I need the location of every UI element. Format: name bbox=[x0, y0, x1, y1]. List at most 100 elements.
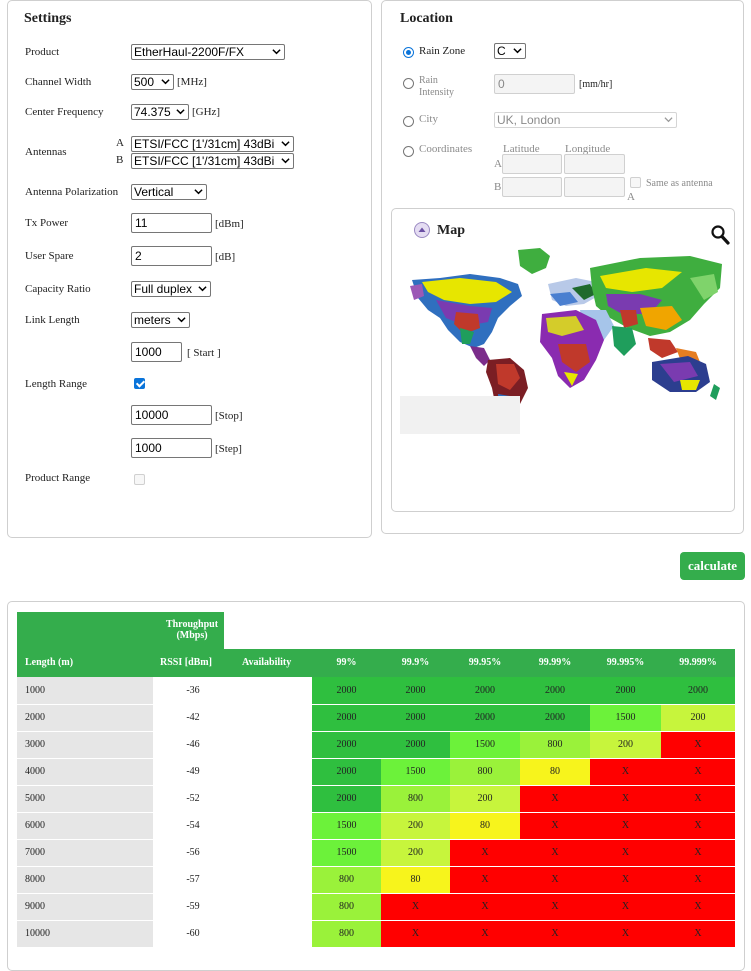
throughput-cell: 800 bbox=[520, 731, 590, 759]
throughput-cell: 2000 bbox=[312, 704, 381, 732]
channel-width-select[interactable]: 500 bbox=[131, 74, 174, 90]
throughput-cell: X bbox=[381, 893, 450, 921]
center-frequency-label: Center Frequency bbox=[25, 106, 104, 118]
length-cell: 5000 bbox=[17, 785, 153, 813]
availability-spacer-cell bbox=[233, 839, 312, 867]
latitude-a-input[interactable] bbox=[502, 154, 562, 174]
availability-spacer-cell bbox=[233, 758, 312, 786]
antenna-a-value: ETSI/FCC [1'/31cm] 43dBi bbox=[134, 137, 275, 151]
throughput-cell: 2000 bbox=[450, 677, 520, 705]
table-row: 4000 -49 2000 1500 800 80 X X bbox=[17, 758, 735, 786]
length-range-label: Length Range bbox=[25, 378, 88, 390]
availability-col-header: 99.9% bbox=[401, 657, 430, 668]
throughput-cell: 80 bbox=[381, 866, 450, 894]
throughput-cell: X bbox=[590, 866, 661, 894]
table-row: 10000 -60 800 X X X X X bbox=[17, 920, 735, 948]
longitude-a-input[interactable] bbox=[564, 154, 625, 174]
product-range-checkbox[interactable] bbox=[134, 474, 145, 485]
chevron-down-icon bbox=[281, 141, 290, 147]
stop-length-label: [Stop] bbox=[215, 410, 243, 422]
coordinates-radio[interactable] bbox=[403, 146, 414, 157]
availability-spacer-cell bbox=[233, 812, 312, 840]
availability-col-header: 99.99% bbox=[538, 657, 572, 668]
throughput-cell: 800 bbox=[381, 785, 450, 813]
zoom-magnifier-icon[interactable] bbox=[710, 224, 730, 246]
calculate-button[interactable]: calculate bbox=[680, 552, 745, 580]
tx-power-input[interactable] bbox=[131, 213, 212, 233]
capacity-ratio-label: Capacity Ratio bbox=[25, 283, 91, 295]
longitude-b-input[interactable] bbox=[564, 177, 625, 197]
availability-spacer-cell bbox=[233, 785, 312, 813]
throughput-cell: 2000 bbox=[520, 704, 590, 732]
chevron-down-icon bbox=[664, 117, 673, 123]
throughput-cell: X bbox=[520, 893, 590, 921]
polarization-value: Vertical bbox=[134, 185, 174, 199]
rain-zone-radio[interactable] bbox=[403, 47, 414, 58]
start-length-input[interactable] bbox=[131, 342, 182, 362]
capacity-ratio-select[interactable]: Full duplex bbox=[131, 281, 211, 297]
product-range-label: Product Range bbox=[25, 472, 91, 484]
channel-width-unit: [MHz] bbox=[177, 76, 207, 88]
city-label: City bbox=[419, 113, 438, 125]
rain-zone-world-map[interactable] bbox=[400, 248, 726, 434]
latitude-b-input[interactable] bbox=[502, 177, 562, 197]
throughput-cell: X bbox=[520, 812, 590, 840]
rssi-cell: -56 bbox=[153, 839, 233, 867]
throughput-cell: 1500 bbox=[450, 731, 520, 759]
chevron-down-icon bbox=[177, 317, 186, 323]
throughput-cell: X bbox=[590, 839, 661, 867]
chevron-down-icon bbox=[198, 286, 207, 292]
city-radio[interactable] bbox=[403, 116, 414, 127]
user-spare-label: User Spare bbox=[25, 250, 74, 262]
throughput-cell: X bbox=[520, 839, 590, 867]
link-length-unit-value: meters bbox=[134, 313, 171, 327]
rain-intensity-label-line1: Rain bbox=[419, 75, 438, 86]
rain-zone-label: Rain Zone bbox=[419, 45, 466, 57]
center-frequency-value: 74.375 bbox=[134, 105, 171, 119]
stop-length-input[interactable] bbox=[131, 405, 212, 425]
antenna-a-select[interactable]: ETSI/FCC [1'/31cm] 43dBi bbox=[131, 136, 294, 152]
throughput-cell: 200 bbox=[381, 839, 450, 867]
rain-zone-select[interactable]: C bbox=[494, 43, 526, 59]
length-cell: 9000 bbox=[17, 893, 153, 921]
rain-intensity-radio[interactable] bbox=[403, 78, 414, 89]
throughput-cell: 2000 bbox=[381, 731, 450, 759]
antenna-a-tag: A bbox=[116, 137, 124, 149]
rssi-cell: -57 bbox=[153, 866, 233, 894]
map-toggle-icon[interactable] bbox=[414, 222, 430, 238]
throughput-cell: 2000 bbox=[590, 677, 661, 705]
throughput-cell: X bbox=[661, 785, 735, 813]
throughput-cell: X bbox=[450, 839, 520, 867]
availability-col-header: 99.999% bbox=[679, 657, 717, 668]
col-length-header: Length (m) bbox=[25, 657, 74, 668]
throughput-cell: X bbox=[450, 866, 520, 894]
length-range-checkbox[interactable] bbox=[134, 378, 145, 389]
availability-spacer-cell bbox=[233, 893, 312, 921]
availability-spacer-cell bbox=[233, 866, 312, 894]
chevron-down-icon bbox=[281, 158, 290, 164]
polarization-select[interactable]: Vertical bbox=[131, 184, 207, 200]
throughput-cell: X bbox=[661, 731, 735, 759]
city-select[interactable]: UK, London bbox=[494, 112, 677, 128]
product-select[interactable]: EtherHaul-2200F/FX bbox=[131, 44, 285, 60]
latitude-label: Latitude bbox=[503, 143, 540, 155]
longitude-label: Longitude bbox=[565, 143, 611, 155]
center-frequency-select[interactable]: 74.375 bbox=[131, 104, 189, 120]
throughput-cell: 2000 bbox=[312, 731, 381, 759]
same-as-antenna-checkbox[interactable] bbox=[630, 177, 641, 188]
step-length-input[interactable] bbox=[131, 438, 212, 458]
user-spare-input[interactable] bbox=[131, 246, 212, 266]
tx-power-label: Tx Power bbox=[25, 217, 69, 229]
throughput-cell: 2000 bbox=[312, 677, 381, 705]
length-cell: 7000 bbox=[17, 839, 153, 867]
link-length-unit-select[interactable]: meters bbox=[131, 312, 190, 328]
throughput-cell: 800 bbox=[312, 893, 381, 921]
throughput-cell: 1500 bbox=[590, 704, 661, 732]
length-cell: 3000 bbox=[17, 731, 153, 759]
rain-intensity-input[interactable] bbox=[494, 74, 575, 94]
rain-intensity-label-line2: Intensity bbox=[419, 87, 454, 98]
antenna-b-select[interactable]: ETSI/FCC [1'/31cm] 43dBi bbox=[131, 153, 294, 169]
throughput-cell: X bbox=[590, 785, 661, 813]
throughput-cell: 200 bbox=[381, 812, 450, 840]
throughput-cell: 200 bbox=[590, 731, 661, 759]
